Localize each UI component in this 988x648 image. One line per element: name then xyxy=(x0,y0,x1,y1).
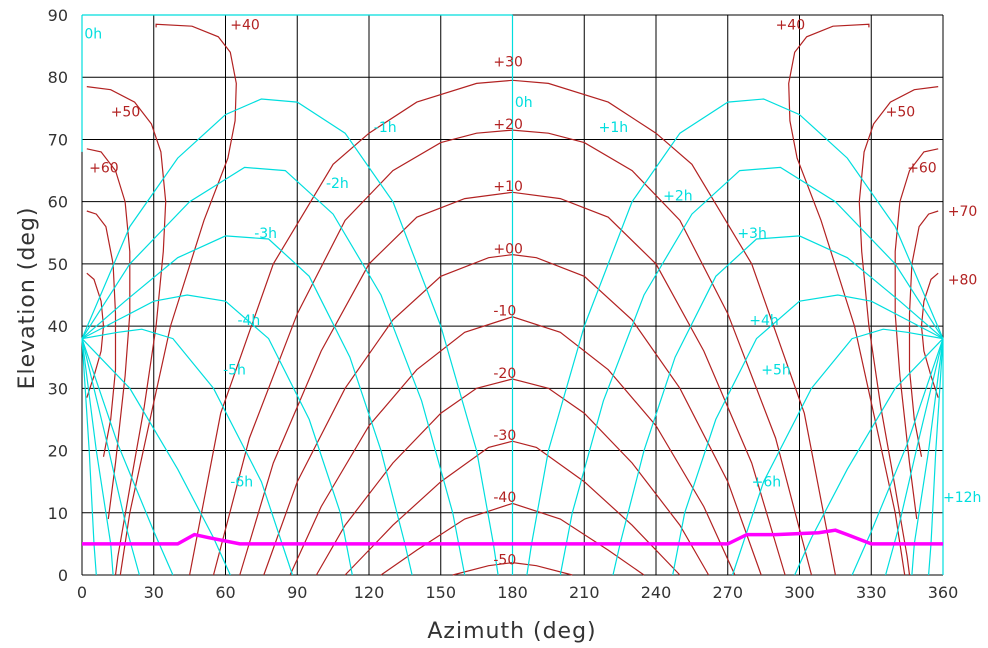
hour-angle-curves xyxy=(81,14,944,576)
hour-angle-label: +6h xyxy=(752,475,782,491)
hour-angle-curve xyxy=(81,98,499,576)
y-tick-label: 20 xyxy=(48,442,68,461)
hour-angle-curve xyxy=(526,98,944,576)
declination-label: +50 xyxy=(886,104,916,120)
y-tick-label: 0 xyxy=(58,566,68,585)
x-tick-label: 150 xyxy=(425,583,456,602)
hour-angle-label: +5h xyxy=(761,363,791,379)
declination-label: +10 xyxy=(493,179,523,195)
y-tick-label: 30 xyxy=(48,379,68,398)
declination-label: -40 xyxy=(493,490,516,506)
hour-angle-curve xyxy=(81,338,97,576)
declination-curve xyxy=(894,148,939,520)
x-tick-label: 180 xyxy=(497,583,528,602)
hour-angle-label: +3h xyxy=(737,226,767,242)
hour-angle-curve xyxy=(612,235,944,576)
declination-curve xyxy=(788,23,906,576)
hour-angle-curve xyxy=(731,328,944,576)
hour-angle-curve xyxy=(81,235,413,576)
declination-curve xyxy=(119,23,237,576)
x-tick-label: 90 xyxy=(287,583,307,602)
declination-label: +60 xyxy=(89,160,119,176)
hour-angle-curve xyxy=(885,338,944,576)
hour-angle-curve xyxy=(81,338,174,576)
declination-curve xyxy=(858,86,939,576)
hour-angle-curve xyxy=(81,338,231,576)
declination-curve xyxy=(920,272,939,398)
hour-angle-label: -4h xyxy=(237,313,260,329)
declination-label: +70 xyxy=(948,204,978,220)
hour-angle-label: -5h xyxy=(223,363,246,379)
y-axis-label: Elevation (deg) xyxy=(15,207,40,390)
x-tick-label: 120 xyxy=(354,583,385,602)
hour-angle-curve xyxy=(81,294,353,576)
hour-angle-curve xyxy=(851,338,944,576)
hour-angle-label: +4h xyxy=(749,313,779,329)
x-tick-label: 330 xyxy=(856,583,887,602)
declination-curve xyxy=(86,148,131,520)
hour-angle-curve xyxy=(81,338,140,576)
y-tick-label: 50 xyxy=(48,255,68,274)
hour-angle-label: 0h xyxy=(84,27,102,43)
declination-label: +30 xyxy=(493,55,523,71)
declination-label: +40 xyxy=(230,17,260,33)
declination-label: +50 xyxy=(111,104,141,120)
y-tick-label: 70 xyxy=(48,130,68,149)
hour-angle-curve xyxy=(672,294,944,576)
x-tick-label: 0 xyxy=(77,583,87,602)
hour-angle-label: -3h xyxy=(254,226,277,242)
hour-angle-curve xyxy=(794,338,944,576)
declination-label: +80 xyxy=(948,272,978,288)
x-tick-label: 240 xyxy=(641,583,672,602)
declination-label: -10 xyxy=(493,304,516,320)
x-tick-label: 210 xyxy=(569,583,600,602)
hour-angle-curve xyxy=(911,338,944,576)
curve-labels: +40 +30 +20 +10 +00 -10 -20 -30 -40 -50 +40 +50 +60 +… xyxy=(84,17,981,568)
x-tick-label: 60 xyxy=(215,583,235,602)
hour-angle-label: 0h xyxy=(515,95,533,111)
y-tick-label: 10 xyxy=(48,504,68,523)
hour-angle-label: +2h xyxy=(663,188,693,204)
x-tick-label: 300 xyxy=(784,583,815,602)
hour-angle-label: -2h xyxy=(326,176,349,192)
y-tick-label: 90 xyxy=(48,6,68,25)
declination-label: +00 xyxy=(493,241,523,257)
declination-curve xyxy=(86,86,167,576)
declination-label: +40 xyxy=(776,17,806,33)
hour-angle-curve xyxy=(81,166,466,576)
x-axis-label: Azimuth (deg) xyxy=(427,619,596,644)
horizon-line xyxy=(82,528,943,546)
hour-angle-curve xyxy=(81,338,114,576)
hour-angle-curve xyxy=(81,328,294,576)
hour-angle-label: -1h xyxy=(374,120,397,136)
x-tick-label: 30 xyxy=(144,583,164,602)
declination-label: +20 xyxy=(493,117,523,133)
y-tick-label: 60 xyxy=(48,193,68,212)
hour-angle-curve xyxy=(559,166,944,576)
declination-label: +60 xyxy=(907,160,937,176)
y-tick-label: 80 xyxy=(48,68,68,87)
hour-angle-curve xyxy=(928,338,944,576)
tick-labels: 0 30 60 90 120 150 180 210 240 270 300 330 360 0 10 20 3… xyxy=(48,6,959,602)
declination-label: -30 xyxy=(493,428,516,444)
horizon-profile xyxy=(82,528,943,546)
hour-angle-label: +12h xyxy=(943,490,981,506)
hour-angle-label: +1h xyxy=(599,120,629,136)
declination-label: -20 xyxy=(493,366,516,382)
x-tick-label: 360 xyxy=(928,583,959,602)
declination-label: -50 xyxy=(493,552,516,568)
hour-angle-label: -6h xyxy=(230,475,253,491)
y-tick-label: 40 xyxy=(48,317,68,336)
declination-curve xyxy=(86,272,105,398)
x-tick-label: 270 xyxy=(712,583,743,602)
